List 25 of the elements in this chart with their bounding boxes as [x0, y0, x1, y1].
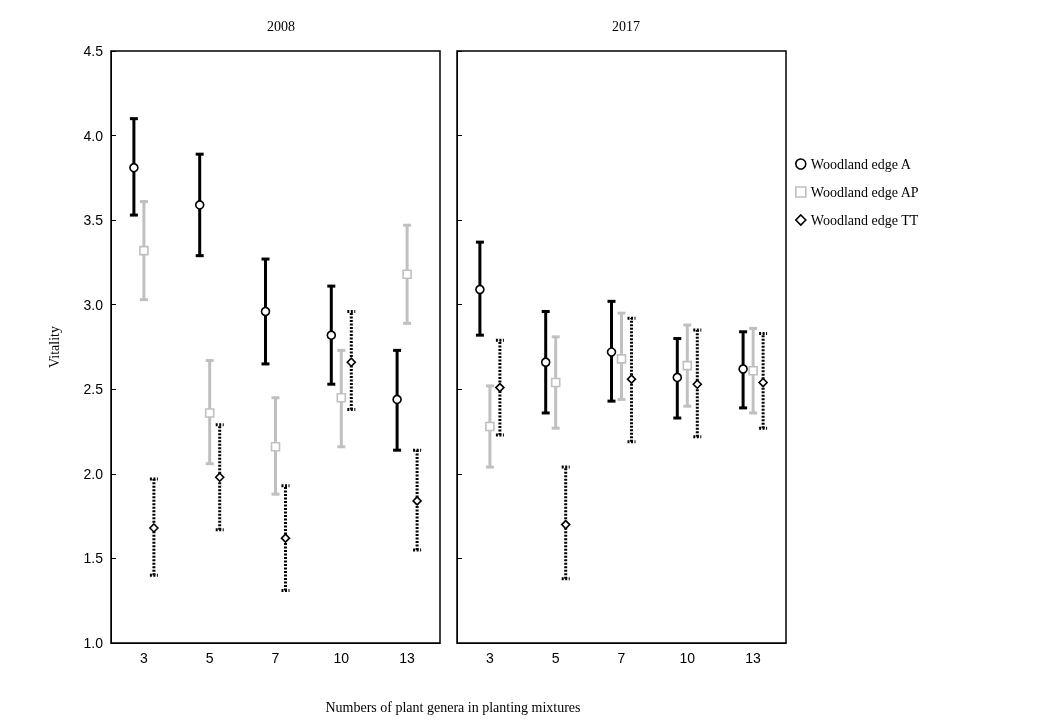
y-tick-label: 2.0 [83, 465, 104, 482]
x-tick-label: 10 [333, 650, 350, 666]
x-axis-title: Numbers of plant genera in planting mixtures [324, 700, 582, 716]
x-tick-label: 5 [205, 650, 214, 666]
y-tick-label: 1.5 [83, 550, 104, 567]
x-tick-label: 7 [617, 650, 626, 666]
x-tick-label: 13 [399, 650, 416, 666]
y-tick-label: 2.5 [83, 381, 104, 398]
x-tick-label: 13 [745, 650, 762, 666]
legend-label: Woodland edge TT [810, 212, 919, 228]
x-tick-label: 7 [271, 650, 280, 666]
legend-label: Woodland edge A [810, 156, 912, 172]
y-tick-label: 3.0 [83, 296, 104, 313]
y-tick-label: 1.0 [83, 635, 104, 651]
y-tick-label: 3.5 [83, 212, 104, 229]
x-tick-label: 3 [486, 650, 494, 666]
x-tick-label: 5 [551, 650, 560, 666]
x-tick-label: 10 [679, 650, 696, 666]
chart-title: 2017 [612, 18, 640, 34]
y-tick-label: 4.5 [83, 43, 104, 59]
y-axis-title: Vitality [46, 326, 62, 368]
chart-title: 2008 [267, 18, 295, 34]
legend-label: Woodland edge AP [810, 184, 919, 200]
x-tick-label: 3 [140, 650, 148, 666]
y-tick-label: 4.0 [83, 127, 104, 144]
